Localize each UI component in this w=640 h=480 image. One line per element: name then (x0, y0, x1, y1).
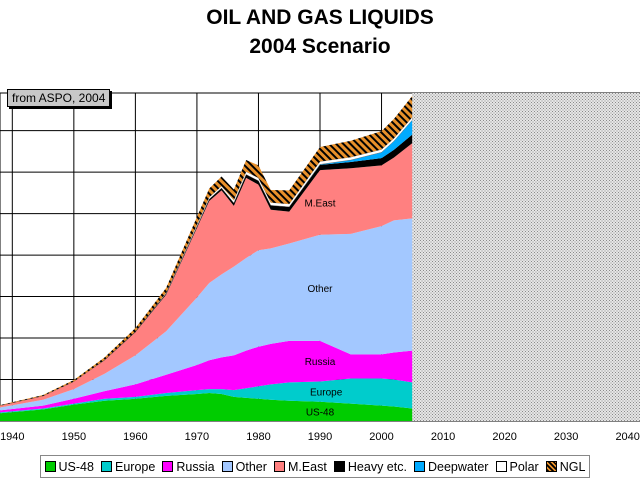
area-label-other: Other (307, 284, 333, 295)
area-europe (0, 378, 413, 414)
legend-swatch-other (221, 461, 233, 472)
legend-label-us-48: US-48 (58, 459, 94, 474)
legend-swatch-ngl (545, 461, 557, 472)
legend-item-ngl: NGL (545, 459, 586, 474)
legend-item-deepwater: Deepwater (414, 460, 488, 474)
legend-swatch-heavy-etc (333, 461, 345, 472)
x-tick-label-2010: 2010 (431, 431, 455, 443)
legend-item-m-east: M.East (273, 459, 327, 474)
legend-label-deepwater: Deepwater (428, 459, 489, 474)
legend-swatch-russia (162, 461, 174, 472)
legend-label-other: Other (235, 459, 267, 474)
x-tick-label-1980: 1980 (246, 431, 270, 443)
legend-swatch-europe (101, 461, 112, 472)
area-label-russia: Russia (305, 357, 336, 368)
area-other (0, 218, 413, 411)
area-label-europe: Europe (310, 388, 343, 399)
legend-item-europe: Europe (101, 460, 155, 474)
x-tick-label-1950: 1950 (62, 431, 86, 443)
area-ngl (0, 95, 413, 406)
legend-label-heavy-etc: Heavy etc. (347, 459, 407, 474)
x-tick-label-1990: 1990 (308, 431, 332, 443)
legend-item-us-48: US-48 (44, 459, 94, 474)
area-label-us-48: US-48 (306, 407, 335, 418)
x-tick-label-2040: 2040 (615, 431, 639, 443)
area-m-east (0, 143, 413, 408)
legend-label-polar: Polar (509, 459, 539, 474)
legend-swatch-polar (495, 461, 507, 472)
area-us-48 (0, 393, 413, 421)
chart-legend: US-48 Europe Russia Other M.East Heavy etc. De… (40, 455, 590, 478)
area-label-m-east: M.East (304, 198, 335, 209)
x-tick-label-1940: 1940 (0, 431, 24, 443)
legend-label-ngl: NGL (559, 459, 586, 474)
legend-swatch-us-48 (44, 461, 56, 472)
x-tick-label-2000: 2000 (369, 431, 393, 443)
legend-item-heavy-etc: Heavy etc. (333, 459, 407, 474)
x-tick-label-2020: 2020 (492, 431, 516, 443)
legend-item-russia: Russia (162, 459, 215, 474)
legend-label-europe: Europe (115, 459, 156, 474)
future-shaded-region (412, 93, 640, 421)
legend-swatch-deepwater (414, 461, 425, 472)
legend-label-russia: Russia (176, 459, 215, 474)
chart-title: OIL AND GAS LIQUIDS (206, 6, 434, 29)
x-tick-label-2030: 2030 (554, 431, 578, 443)
legend-item-polar: Polar (495, 459, 539, 474)
legend-swatch-m-east (273, 461, 285, 472)
x-tick-label-1970: 1970 (185, 431, 209, 443)
legend-label-m-east: M.East (287, 459, 327, 474)
chart-subtitle: 2004 Scenario (249, 35, 391, 58)
x-tick-label-1960: 1960 (123, 431, 147, 443)
source-note: from ASPO, 2004 (7, 89, 111, 107)
area-heavy-etc (0, 134, 413, 406)
area-russia (0, 340, 413, 413)
legend-item-other: Other (221, 459, 267, 474)
